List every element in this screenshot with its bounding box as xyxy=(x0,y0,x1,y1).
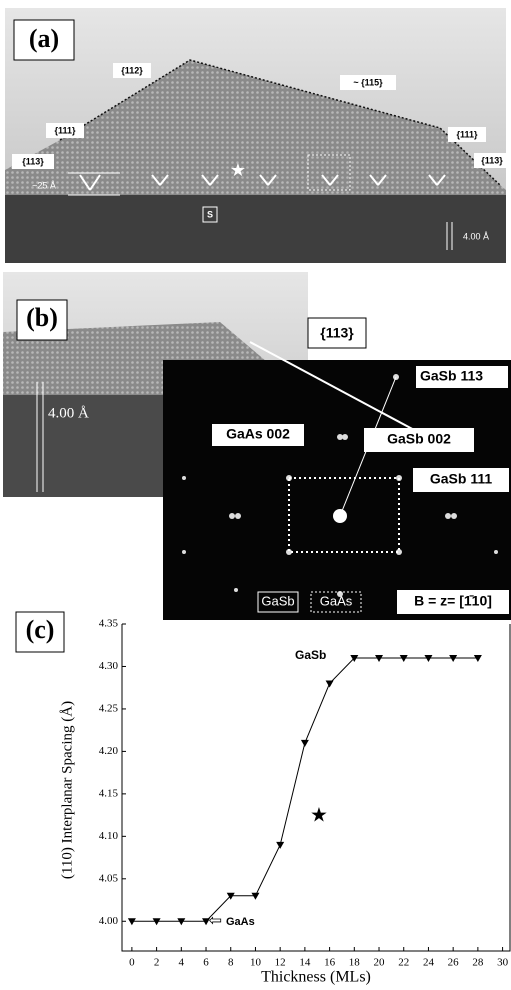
svg-text:★: ★ xyxy=(310,805,328,827)
y-tick-label: 4.10 xyxy=(99,830,119,842)
x-tick-label: 20 xyxy=(374,957,386,969)
y-tick-label: 4.05 xyxy=(99,872,119,884)
x-tick-label: 24 xyxy=(423,957,435,969)
x-tick-label: 10 xyxy=(250,957,262,969)
panel-a: ★ (a) {112} ~ {115} {111} {111} {113} {1… xyxy=(5,8,511,263)
axes xyxy=(122,624,510,951)
figure: ★ (a) {112} ~ {115} {111} {111} {113} {1… xyxy=(0,0,511,990)
y-tick-label: 4.25 xyxy=(99,702,119,714)
annotation: 4.00 Å xyxy=(48,405,89,421)
x-tick-label: 8 xyxy=(228,957,234,969)
marker xyxy=(326,680,334,687)
y-tick-label: 4.35 xyxy=(99,618,119,630)
x-tick-label: 12 xyxy=(275,957,286,969)
annotation: GaSb 113 xyxy=(420,368,483,384)
x-tick-label: 6 xyxy=(203,957,209,969)
annotation: ~25 Å xyxy=(32,180,56,190)
x-tick-label: 26 xyxy=(448,957,460,969)
annotation: GaSb 111 xyxy=(430,471,492,487)
annotation: {111} xyxy=(456,129,478,139)
x-tick-label: 2 xyxy=(154,957,160,969)
annotation: {113} xyxy=(22,156,44,166)
y-tick-label: 4.30 xyxy=(99,660,119,672)
annotation: GaSb xyxy=(295,648,326,662)
annotation: GaAs xyxy=(320,593,353,608)
x-tick-label: 4 xyxy=(179,957,185,969)
x-tick-label: 16 xyxy=(324,957,336,969)
annotation: GaAs 002 xyxy=(226,426,290,442)
marker xyxy=(301,740,309,747)
panel-label: (a) xyxy=(29,24,59,53)
x-tick-label: 30 xyxy=(497,957,509,969)
x-tick-label: 22 xyxy=(398,957,409,969)
annotation: 4.00 Å xyxy=(463,231,489,241)
annotation: GaSb xyxy=(261,593,294,608)
y-tick-label: 4.00 xyxy=(99,915,119,927)
x-tick-label: 18 xyxy=(349,957,361,969)
series-line xyxy=(132,658,478,921)
y-axis-label: (110) Interplanar Spacing (Å) xyxy=(59,701,75,879)
panel-b: (b) {113} 4.00 Å GaSb 113 GaAs 002 GaSb … xyxy=(3,272,511,620)
x-tick-label: 28 xyxy=(472,957,484,969)
annotation: {113} xyxy=(320,325,354,341)
annotation: {112} xyxy=(121,65,143,75)
x-tick-label: 14 xyxy=(299,957,311,969)
annotation: S xyxy=(207,209,213,219)
annotation: {111} xyxy=(54,125,76,135)
x-tick-label: 0 xyxy=(129,957,135,969)
panel-label: (c) xyxy=(26,615,55,644)
panel-label: (b) xyxy=(26,303,58,332)
annotation: GaAs xyxy=(226,916,255,928)
substrate xyxy=(5,195,506,263)
marker xyxy=(276,842,284,849)
annotation: {113} xyxy=(481,155,503,165)
annotation: B = z= [1̄10] xyxy=(414,593,492,609)
y-tick-label: 4.15 xyxy=(99,787,119,799)
y-tick-label: 4.20 xyxy=(99,745,119,757)
annotation: GaSb 002 xyxy=(387,431,451,447)
annotation: ~ {115} xyxy=(353,77,383,87)
x-axis-label: Thickness (MLs) xyxy=(261,969,371,986)
svg-text:★: ★ xyxy=(230,160,246,180)
svg-text:⇦: ⇦ xyxy=(209,913,222,930)
